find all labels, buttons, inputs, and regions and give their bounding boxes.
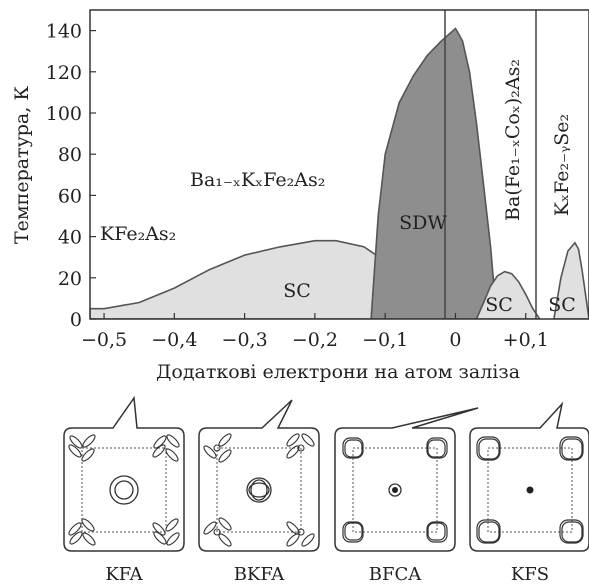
panel-bfca bbox=[335, 408, 478, 551]
y-axis: 0 20 40 60 80 100 120 140 bbox=[46, 21, 96, 331]
y-tick-label: 140 bbox=[46, 21, 82, 43]
region-label-sc: SC bbox=[485, 294, 513, 316]
y-tick-label: 100 bbox=[46, 103, 82, 125]
x-tick-label: −0,4 bbox=[151, 329, 197, 351]
y-tick-label: 40 bbox=[58, 227, 82, 249]
y-tick-label: 120 bbox=[46, 62, 82, 84]
region-label-sdw: SDW bbox=[399, 212, 447, 234]
x-tick-label: 0 bbox=[449, 329, 461, 351]
y-tick-label: 0 bbox=[70, 309, 82, 331]
phase-area-sc-0 bbox=[90, 241, 420, 319]
speech-bubble bbox=[470, 404, 589, 551]
fermi-pocket bbox=[392, 487, 398, 493]
compound-label-bkfa: Ba₁₋ₓKₓFe₂As₂ bbox=[190, 169, 325, 191]
panel-kfs bbox=[470, 404, 589, 551]
panel-label-kfa: KFA bbox=[105, 564, 143, 585]
x-tick-label: −0,3 bbox=[222, 329, 268, 351]
y-axis-label: Температура, К bbox=[11, 86, 33, 244]
compound-label-kfa: KFe₂As₂ bbox=[100, 223, 176, 245]
panel-kfa bbox=[64, 398, 184, 551]
x-axis-label: Додаткові електрони на атом заліза bbox=[156, 361, 520, 383]
y-tick-label: 20 bbox=[58, 268, 82, 290]
region-label-sc: SC bbox=[548, 294, 576, 316]
panel-label-bfca: BFCA bbox=[369, 564, 422, 585]
x-tick-label: −0,1 bbox=[362, 329, 408, 351]
x-tick-label: +0,1 bbox=[503, 329, 549, 351]
compound-label-bfca: Ba(Fe₁₋ₓCoₓ)₂As₂ bbox=[502, 59, 524, 221]
compound-label-kfs: KₓFe₂₋ᵧSe₂ bbox=[551, 114, 573, 216]
y-tick-label: 60 bbox=[58, 185, 82, 207]
x-tick-label: −0,2 bbox=[292, 329, 338, 351]
x-tick-label: −0,5 bbox=[81, 329, 127, 351]
panel-label-kfs: KFS bbox=[511, 564, 549, 585]
fermi-pocket bbox=[527, 487, 534, 494]
panel-label-bkfa: BKFA bbox=[234, 564, 286, 585]
region-label-sc: SC bbox=[283, 280, 311, 302]
panel-bkfa bbox=[199, 400, 319, 551]
phase-area-sdw-1 bbox=[371, 29, 498, 320]
y-tick-label: 80 bbox=[58, 144, 82, 166]
speech-bubble bbox=[335, 408, 478, 551]
